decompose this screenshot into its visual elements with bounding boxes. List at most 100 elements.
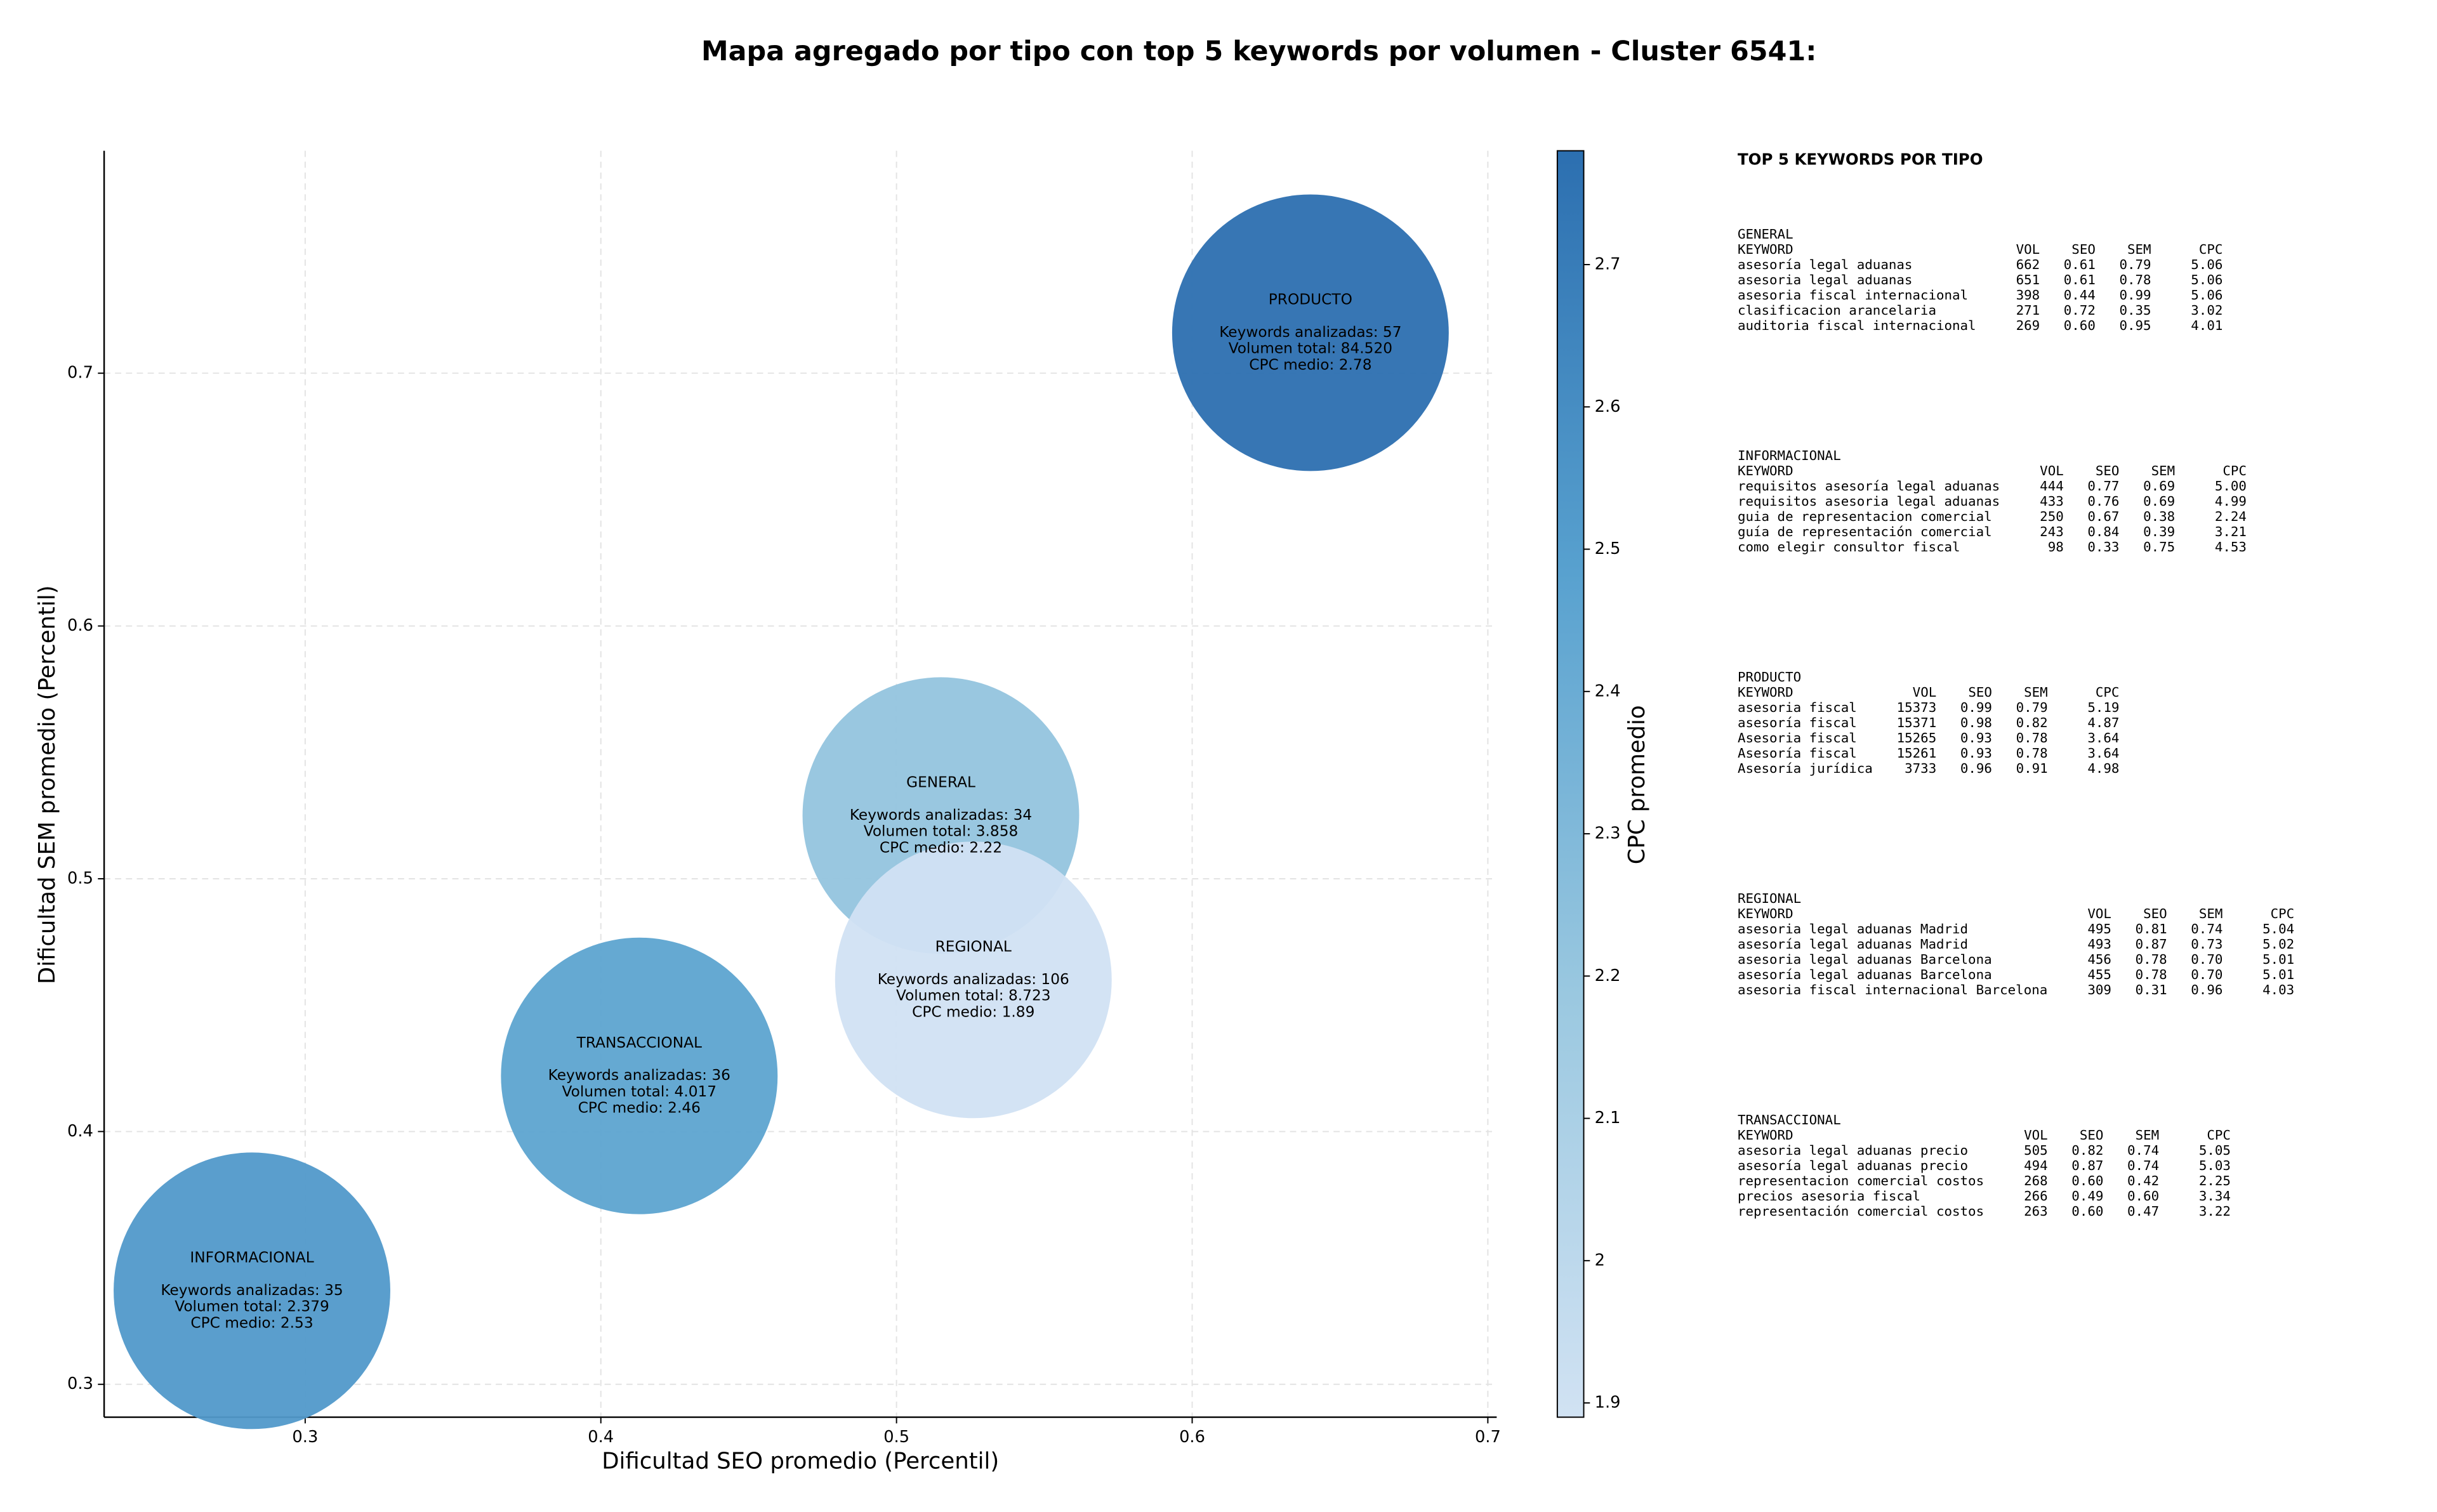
metric-cell: 0.81 — [2136, 921, 2167, 937]
bubble-name: GENERAL — [906, 773, 975, 791]
metric-cell: 0.76 — [2087, 494, 2119, 509]
section-name: TRANSACCIONAL — [1738, 1112, 1841, 1127]
metric-cell: 0.61 — [2064, 257, 2096, 272]
metric-cell: 0.42 — [2127, 1173, 2159, 1188]
bubble-annotation: Keywords analizadas: 34 — [850, 806, 1032, 824]
metric-cell: 456 — [2087, 952, 2111, 967]
section-name: PRODUCTO — [1738, 669, 1801, 685]
keyword-cell: asesoría legal aduanas precio — [1738, 1158, 1968, 1173]
metric-cell: 0.44 — [2064, 287, 2096, 303]
metric-cell: 0.96 — [1960, 761, 1992, 776]
metric-cell: SEO — [2096, 463, 2120, 478]
metric-cell: 5.06 — [2191, 257, 2222, 272]
metric-cell: 5.01 — [2262, 952, 2294, 967]
metric-cell: 2.25 — [2199, 1173, 2231, 1188]
metric-cell: 0.61 — [2064, 272, 2096, 287]
metric-cell: 0.33 — [2087, 539, 2119, 555]
metric-cell: 0.98 — [1960, 715, 1992, 730]
metric-cell: 0.38 — [2143, 509, 2175, 524]
metric-cell: 3.64 — [2087, 730, 2119, 746]
metric-cell: 444 — [2040, 478, 2064, 494]
metric-cell: VOL — [2087, 906, 2111, 921]
bubble-name: PRODUCTO — [1269, 291, 1352, 308]
keyword-cell: como elegir consultor fiscal — [1738, 539, 1960, 555]
metric-cell: 0.75 — [2143, 539, 2175, 555]
metric-cell: 505 — [2024, 1143, 2048, 1158]
chart-title: Mapa agregado por tipo con top 5 keyword… — [701, 36, 1816, 67]
keyword-cell: Asesoria fiscal — [1738, 730, 1857, 746]
y-tick-label: 0.4 — [67, 1122, 93, 1141]
metric-cell: 0.60 — [2071, 1173, 2103, 1188]
bubble-annotation: CPC medio: 2.78 — [1249, 356, 1371, 373]
metric-cell: SEO — [2071, 242, 2096, 257]
metric-cell: 5.05 — [2199, 1143, 2231, 1158]
metric-cell: 5.06 — [2191, 287, 2222, 303]
metric-cell: 0.78 — [2016, 746, 2048, 761]
metric-cell: 4.98 — [2087, 761, 2119, 776]
metric-cell: 250 — [2040, 509, 2064, 524]
metric-cell: 3.02 — [2191, 303, 2222, 318]
bubble-annotation: Volumen total: 84.520 — [1229, 340, 1392, 357]
metric-cell: 4.53 — [2215, 539, 2247, 555]
metric-cell: SEO — [1968, 685, 1992, 700]
metric-cell: CPC — [2199, 242, 2223, 257]
metric-cell: 493 — [2087, 937, 2111, 952]
bubble-annotation: Keywords analizadas: 57 — [1219, 324, 1401, 341]
metric-cell: 0.74 — [2127, 1143, 2159, 1158]
keyword-cell: KEYWORD — [1738, 906, 1793, 921]
metric-cell: 0.78 — [2136, 967, 2167, 982]
metric-cell: SEM — [2024, 685, 2048, 700]
metric-cell: SEM — [2199, 906, 2223, 921]
keyword-cell: asesoria legal aduanas precio — [1738, 1143, 1968, 1158]
keyword-cell: guia de representacion comercial — [1738, 509, 1992, 524]
metric-cell: 5.00 — [2215, 478, 2247, 494]
metric-cell: 309 — [2087, 982, 2111, 997]
colorbar-label: CPC promedio — [1624, 705, 1650, 864]
metric-cell: VOL — [1913, 685, 1937, 700]
metric-cell: SEO — [2080, 1127, 2104, 1143]
metric-cell: 4.87 — [2087, 715, 2119, 730]
metric-cell: 0.74 — [2127, 1158, 2159, 1173]
y-axis-label: Dificultad SEM promedio (Percentil) — [34, 585, 60, 984]
bubble-annotation: CPC medio: 2.22 — [880, 839, 1002, 856]
metric-cell: 98 — [2048, 539, 2064, 555]
x-tick-label: 0.5 — [883, 1428, 909, 1447]
metric-cell: 15373 — [1897, 700, 1937, 715]
metric-cell: 5.02 — [2262, 937, 2294, 952]
keyword-cell: Asesoría fiscal — [1738, 746, 1857, 761]
y-tick-label: 0.5 — [67, 869, 93, 888]
metric-cell: 433 — [2040, 494, 2064, 509]
metric-cell: 5.06 — [2191, 272, 2222, 287]
section-name: INFORMACIONAL — [1738, 448, 1841, 463]
colorbar — [1556, 150, 1585, 1418]
metric-cell: VOL — [2016, 242, 2040, 257]
keyword-cell: asesoría fiscal — [1738, 715, 1857, 730]
keyword-cell: asesoría legal aduanas Barcelona — [1738, 967, 1992, 982]
metric-cell: 495 — [2087, 921, 2111, 937]
keyword-cell: KEYWORD — [1738, 242, 1793, 257]
metric-cell: 15261 — [1897, 746, 1937, 761]
bubble-annotation: Keywords analizadas: 35 — [161, 1282, 343, 1299]
keyword-cell: KEYWORD — [1738, 463, 1793, 478]
metric-cell: 268 — [2024, 1173, 2048, 1188]
x-tick-label: 0.3 — [292, 1428, 318, 1447]
keyword-cell: requisitos asesoría legal aduanas — [1738, 478, 2000, 494]
metric-cell: 0.77 — [2087, 478, 2119, 494]
keyword-cell: asesoria fiscal internacional — [1738, 287, 1968, 303]
bubble-annotation: Volumen total: 8.723 — [896, 987, 1051, 1004]
metric-cell: 0.69 — [2143, 478, 2175, 494]
metric-cell: 0.82 — [2016, 715, 2048, 730]
metric-cell: 5.19 — [2087, 700, 2119, 715]
x-tick-label: 0.7 — [1475, 1428, 1501, 1447]
metric-cell: 0.60 — [2064, 318, 2096, 333]
metric-cell: 0.47 — [2127, 1204, 2159, 1219]
keyword-cell: asesoria legal aduanas Barcelona — [1738, 952, 1992, 967]
metric-cell: 3.21 — [2215, 524, 2247, 539]
metric-cell: 4.03 — [2262, 982, 2294, 997]
metric-cell: 0.60 — [2127, 1188, 2159, 1204]
colorbar-tick-label: 2.6 — [1595, 397, 1621, 416]
metric-cell: 0.72 — [2064, 303, 2096, 318]
metric-cell: 651 — [2016, 272, 2040, 287]
metric-cell: 0.60 — [2071, 1204, 2103, 1219]
keyword-cell: KEYWORD — [1738, 1127, 1793, 1143]
